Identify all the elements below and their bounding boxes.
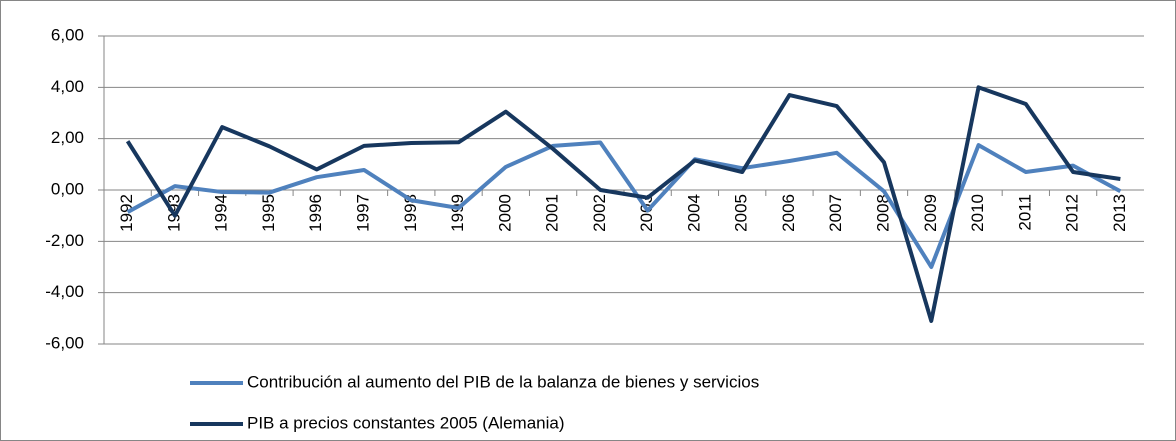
x-tick-label: 2006: [779, 194, 798, 232]
x-tick-label: 2010: [968, 194, 987, 232]
x-tick-label: 2002: [590, 194, 609, 232]
x-tick-label: 2012: [1063, 194, 1082, 232]
y-tick-label: 2,00: [51, 128, 84, 147]
x-tick-label: 2007: [826, 194, 845, 232]
x-tick-label: 2001: [543, 194, 562, 232]
x-tick-label: 1997: [353, 194, 372, 232]
y-tick-label: -2,00: [45, 231, 84, 250]
x-tick-label: 1995: [259, 194, 278, 232]
x-tick-label: 2000: [495, 194, 514, 232]
x-tick-label: 1999: [448, 194, 467, 232]
x-tick-label: 1996: [306, 194, 325, 232]
series-line: [125, 85, 1121, 323]
y-tick-label: 0,00: [51, 179, 84, 198]
y-tick-label: 6,00: [51, 25, 84, 44]
x-tick-label: 2011: [1015, 194, 1034, 231]
x-tick-label: 2004: [684, 194, 703, 232]
x-tick-label: 1992: [117, 194, 136, 232]
legend-label: Contribución al aumento del PIB de la ba…: [247, 372, 759, 391]
x-tick-label: 1998: [401, 194, 420, 232]
y-tick-label: 4,00: [51, 77, 84, 96]
legend-label: PIB a precios constantes 2005 (Alemania): [247, 413, 565, 432]
x-tick-label: 2005: [732, 194, 751, 232]
x-tick-label: 2013: [1110, 194, 1129, 232]
x-tick-label: 1994: [212, 194, 231, 232]
x-tick-label: 2008: [873, 194, 892, 232]
x-tick-label: 2009: [921, 194, 940, 232]
y-tick-label: -6,00: [45, 333, 84, 352]
y-tick-label: -4,00: [45, 282, 84, 301]
